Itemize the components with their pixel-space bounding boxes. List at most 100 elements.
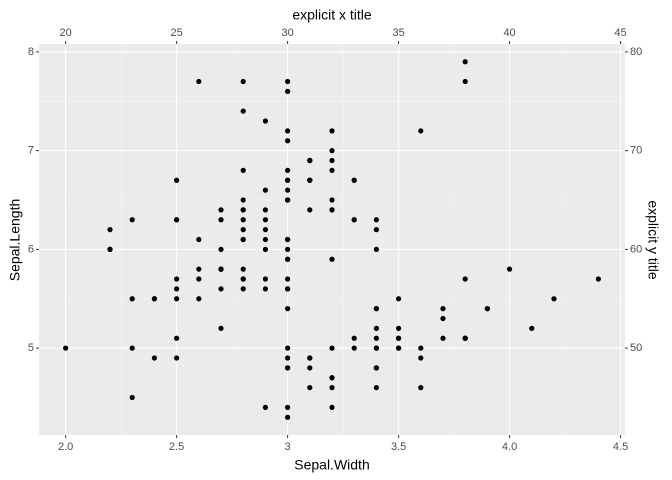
point bbox=[529, 325, 535, 331]
point bbox=[262, 217, 269, 223]
point bbox=[329, 128, 335, 134]
point bbox=[285, 345, 291, 351]
point bbox=[218, 217, 224, 223]
point bbox=[240, 286, 246, 292]
point bbox=[63, 345, 69, 351]
y-axis-title: Sepal.Length bbox=[7, 199, 23, 282]
x-tick-label: 3.5 bbox=[391, 441, 406, 453]
point bbox=[395, 325, 402, 331]
point bbox=[240, 167, 246, 173]
point bbox=[240, 266, 246, 272]
point bbox=[373, 335, 379, 341]
x-axis-title: Sepal.Width bbox=[294, 457, 369, 473]
point bbox=[440, 315, 446, 322]
point bbox=[262, 236, 269, 243]
y2-tick-label: 80 bbox=[630, 46, 642, 58]
x2-tick-label: 40 bbox=[503, 27, 515, 39]
point bbox=[285, 256, 291, 262]
point bbox=[440, 306, 446, 312]
point bbox=[262, 118, 269, 124]
x-tick-label: 4.5 bbox=[613, 441, 628, 453]
point bbox=[196, 78, 202, 85]
point bbox=[129, 345, 135, 351]
point bbox=[218, 325, 224, 331]
point bbox=[107, 227, 113, 233]
point bbox=[506, 266, 513, 272]
point bbox=[329, 197, 335, 203]
x2-tick-label: 45 bbox=[614, 27, 626, 39]
x2-tick-label: 30 bbox=[281, 27, 293, 39]
point bbox=[240, 236, 246, 243]
x-tick-label: 4.0 bbox=[502, 441, 517, 453]
point bbox=[462, 276, 468, 282]
point bbox=[395, 335, 402, 341]
point bbox=[285, 404, 291, 410]
point bbox=[307, 177, 313, 183]
point bbox=[129, 296, 135, 302]
point bbox=[285, 197, 291, 203]
point bbox=[373, 217, 379, 223]
point bbox=[595, 276, 601, 282]
y-tick-label: 5 bbox=[28, 342, 34, 354]
point bbox=[329, 256, 335, 262]
point bbox=[329, 157, 335, 164]
point bbox=[240, 197, 246, 203]
point bbox=[462, 335, 468, 341]
point bbox=[196, 276, 202, 282]
point bbox=[440, 335, 446, 341]
point bbox=[262, 286, 269, 292]
point bbox=[262, 246, 269, 252]
point bbox=[351, 217, 357, 223]
x2-axis-title: explicit x title bbox=[292, 7, 372, 23]
point bbox=[240, 276, 246, 282]
point bbox=[307, 385, 313, 391]
panel bbox=[39, 44, 625, 435]
y-tick-label: 6 bbox=[28, 243, 34, 255]
y2-tick-label: 60 bbox=[630, 243, 642, 255]
point bbox=[285, 276, 291, 282]
point bbox=[418, 355, 424, 361]
x-tick-label: 2.0 bbox=[58, 441, 73, 453]
point bbox=[240, 108, 246, 114]
point bbox=[418, 345, 424, 351]
point bbox=[373, 345, 379, 351]
point bbox=[262, 404, 269, 410]
x2-tick-label: 25 bbox=[170, 27, 182, 39]
point bbox=[329, 375, 335, 381]
point bbox=[262, 227, 269, 233]
point bbox=[351, 177, 357, 183]
point bbox=[129, 217, 135, 223]
point bbox=[151, 355, 158, 361]
point bbox=[285, 78, 291, 85]
point bbox=[285, 187, 291, 193]
point bbox=[107, 246, 113, 252]
point bbox=[307, 355, 313, 361]
point bbox=[307, 157, 313, 164]
point bbox=[262, 187, 269, 193]
point bbox=[373, 306, 379, 312]
point bbox=[240, 78, 246, 85]
x-tick-label: 3 bbox=[285, 441, 291, 453]
point bbox=[395, 345, 402, 351]
point bbox=[285, 167, 291, 173]
point bbox=[218, 286, 224, 292]
point bbox=[351, 335, 357, 341]
point bbox=[174, 286, 180, 292]
point bbox=[373, 325, 379, 331]
point bbox=[373, 385, 379, 391]
point bbox=[240, 207, 246, 213]
point bbox=[174, 177, 180, 183]
point bbox=[462, 59, 468, 65]
point bbox=[174, 296, 180, 302]
point bbox=[395, 296, 402, 302]
point bbox=[285, 306, 291, 312]
y-tick-label: 7 bbox=[28, 145, 34, 157]
point bbox=[218, 266, 224, 272]
point bbox=[285, 355, 291, 361]
point bbox=[262, 276, 269, 282]
point bbox=[373, 227, 379, 233]
point bbox=[307, 365, 313, 371]
point bbox=[285, 236, 291, 243]
point bbox=[462, 78, 468, 85]
